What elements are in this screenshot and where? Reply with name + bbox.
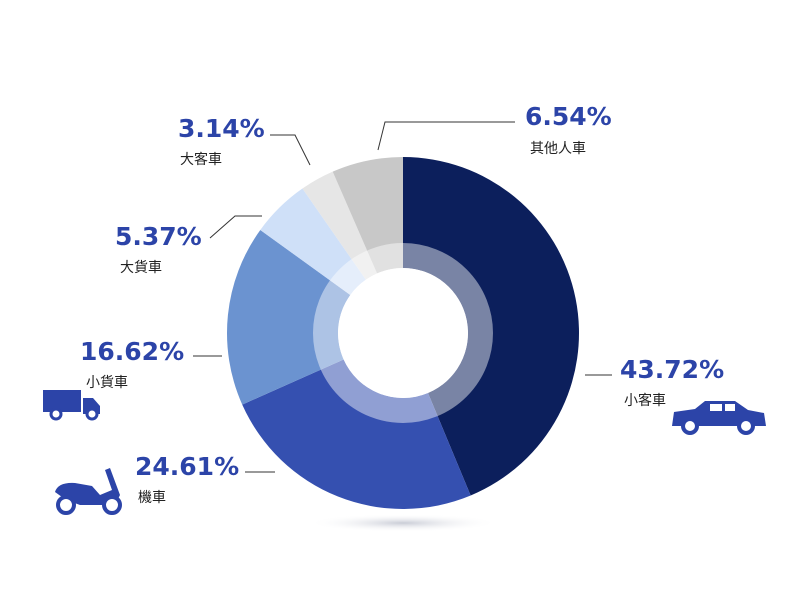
slice — [332, 157, 403, 274]
value-label: 3.14% — [178, 114, 265, 143]
inner-ring — [313, 243, 493, 423]
value-label: 6.54% — [525, 102, 612, 131]
value-label: 24.61% — [135, 452, 239, 481]
category-label: 機車 — [138, 489, 166, 506]
value-label: 43.72% — [620, 355, 724, 384]
category-label: 小客車 — [624, 392, 666, 409]
leader-line — [270, 134, 311, 166]
car-icon — [672, 401, 766, 435]
value-label: 16.62% — [80, 337, 184, 366]
category-label: 大客車 — [180, 151, 222, 168]
slice — [227, 229, 351, 405]
category-label: 大貨車 — [120, 259, 162, 276]
leader-line — [209, 215, 262, 239]
truck-icon — [43, 390, 100, 421]
slice — [302, 171, 378, 280]
category-label: 其他人車 — [530, 140, 586, 157]
slice — [242, 359, 471, 509]
hole — [338, 268, 468, 398]
category-label: 小貨車 — [86, 374, 128, 391]
slice — [260, 188, 366, 295]
leader-line — [377, 121, 515, 151]
shadow — [308, 514, 498, 532]
slice — [403, 157, 579, 496]
slices — [227, 157, 579, 509]
value-label: 5.37% — [115, 222, 202, 251]
scooter-icon — [55, 468, 122, 515]
